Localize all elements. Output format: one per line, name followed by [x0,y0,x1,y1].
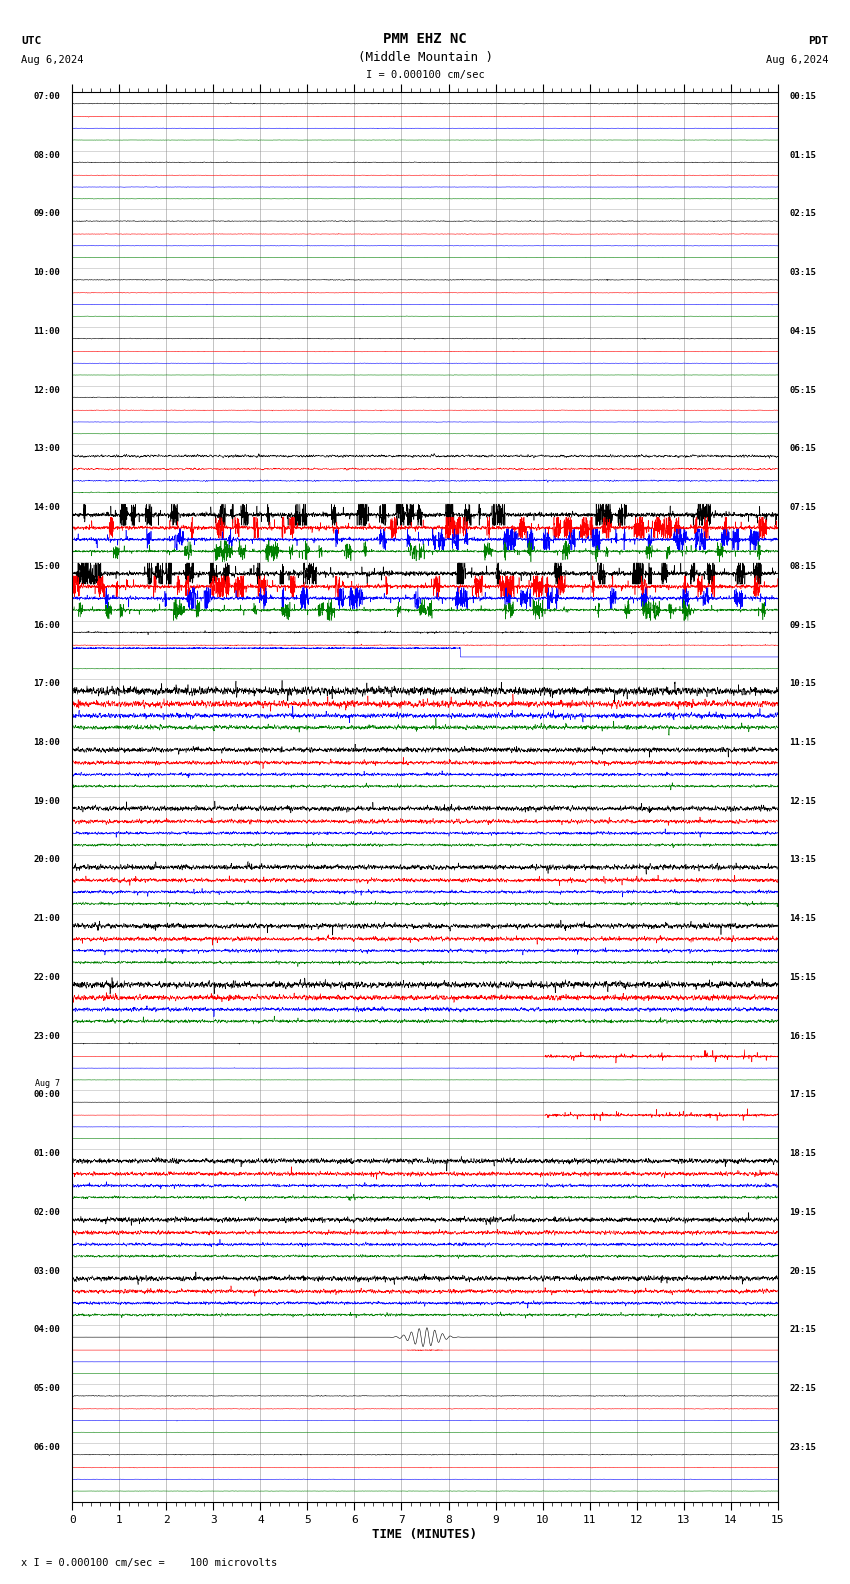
Text: I = 0.000100 cm/sec: I = 0.000100 cm/sec [366,70,484,79]
Text: 10:15: 10:15 [790,680,816,689]
Text: Aug 6,2024: Aug 6,2024 [21,55,84,65]
Text: 00:15: 00:15 [790,92,816,101]
Text: 13:15: 13:15 [790,855,816,865]
Text: 15:15: 15:15 [790,973,816,982]
Text: 16:15: 16:15 [790,1031,816,1041]
Text: 15:00: 15:00 [34,562,60,570]
Text: 13:00: 13:00 [34,444,60,453]
Text: 19:15: 19:15 [790,1209,816,1217]
Text: 03:00: 03:00 [34,1267,60,1275]
Text: 21:15: 21:15 [790,1326,816,1334]
Text: 21:00: 21:00 [34,914,60,923]
Text: UTC: UTC [21,36,42,46]
Text: Aug 7: Aug 7 [36,1079,60,1088]
Text: 07:15: 07:15 [790,504,816,512]
Text: 18:00: 18:00 [34,738,60,748]
Text: 20:00: 20:00 [34,855,60,865]
Text: 01:15: 01:15 [790,150,816,160]
Text: 10:00: 10:00 [34,268,60,277]
Text: 08:00: 08:00 [34,150,60,160]
Text: 19:00: 19:00 [34,797,60,806]
Text: 01:00: 01:00 [34,1150,60,1158]
Text: 05:00: 05:00 [34,1384,60,1394]
Text: 11:15: 11:15 [790,738,816,748]
Text: 03:15: 03:15 [790,268,816,277]
Text: 11:00: 11:00 [34,326,60,336]
X-axis label: TIME (MINUTES): TIME (MINUTES) [372,1527,478,1541]
Text: x I = 0.000100 cm/sec =    100 microvolts: x I = 0.000100 cm/sec = 100 microvolts [21,1559,277,1568]
Text: (Middle Mountain ): (Middle Mountain ) [358,51,492,63]
Text: PDT: PDT [808,36,829,46]
Text: 09:15: 09:15 [790,621,816,629]
Text: 04:15: 04:15 [790,326,816,336]
Text: 08:15: 08:15 [790,562,816,570]
Text: 23:15: 23:15 [790,1443,816,1453]
Text: 18:15: 18:15 [790,1150,816,1158]
Text: 00:00: 00:00 [34,1090,60,1099]
Text: 17:00: 17:00 [34,680,60,689]
Text: 06:15: 06:15 [790,444,816,453]
Text: 12:00: 12:00 [34,385,60,394]
Text: 17:15: 17:15 [790,1090,816,1099]
Text: 02:15: 02:15 [790,209,816,219]
Text: PMM EHZ NC: PMM EHZ NC [383,32,467,46]
Text: 04:00: 04:00 [34,1326,60,1334]
Text: 23:00: 23:00 [34,1031,60,1041]
Text: Aug 6,2024: Aug 6,2024 [766,55,829,65]
Text: 06:00: 06:00 [34,1443,60,1453]
Text: 07:00: 07:00 [34,92,60,101]
Text: 16:00: 16:00 [34,621,60,629]
Text: 05:15: 05:15 [790,385,816,394]
Text: 14:15: 14:15 [790,914,816,923]
Text: 20:15: 20:15 [790,1267,816,1275]
Text: 02:00: 02:00 [34,1209,60,1217]
Text: 22:00: 22:00 [34,973,60,982]
Text: 22:15: 22:15 [790,1384,816,1394]
Text: 09:00: 09:00 [34,209,60,219]
Text: 14:00: 14:00 [34,504,60,512]
Text: 12:15: 12:15 [790,797,816,806]
